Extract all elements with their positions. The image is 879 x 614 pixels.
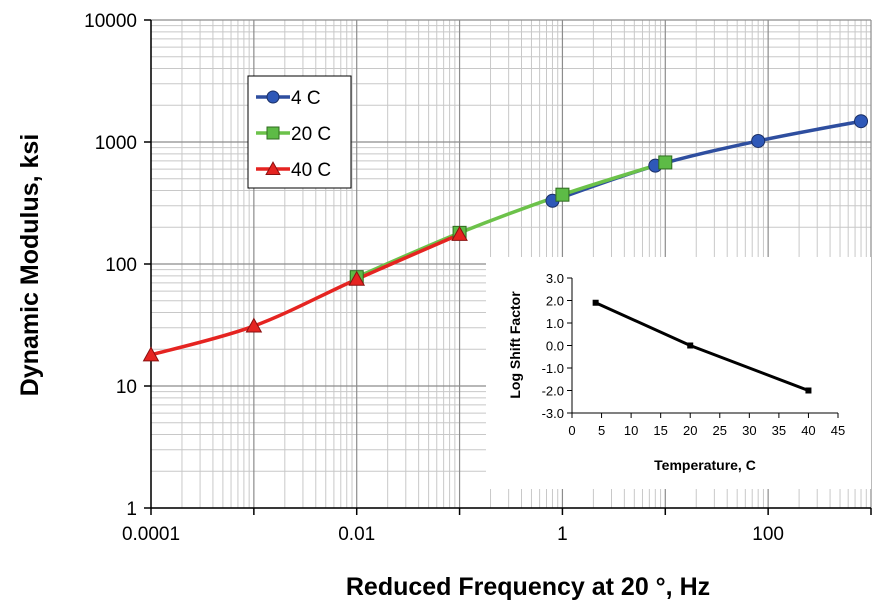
inset-x-tick-label: 30 [742,423,756,438]
inset-data-point [805,387,812,394]
inset-y-axis-title: Log Shift Factor [507,291,523,399]
inset-x-tick-label: 25 [713,423,727,438]
series-line-40-c [150,232,461,357]
inset-x-tick-label: 35 [772,423,786,438]
inset-y-tick-label: -2.0 [542,384,564,399]
inset-x-tick-label: 20 [683,423,697,438]
legend-label-20-c: 20 C [291,124,331,145]
legend-marker-40-c [265,161,281,176]
main-plot-frame [144,19,872,515]
data-point-20-c [555,187,570,202]
inset-x-tick-label: 10 [624,423,638,438]
inset-y-tick-label: -3.0 [542,406,564,421]
y-axis-title: Dynamic Modulus, ksi [16,134,44,397]
inset-y-tick-label: -1.0 [542,361,564,376]
y-tick-label: 10 [116,377,137,398]
data-point-20-c [658,155,673,170]
inset-x-tick-label: 45 [831,423,845,438]
inset-data-point [592,299,599,306]
y-tick-label: 10000 [84,11,137,32]
inset-chart: 3.0 2.0 1.0 0.0 -1.0 -2.0 -3.0 0 5 10 15 20 25 30 35 40… [486,257,871,489]
legend-marker-4-c [266,90,280,104]
legend-label-4-c: 4 C [291,88,321,109]
main-y-tick-labels: 1 10 100 1000 10000 [84,11,137,520]
data-point-40-c [245,317,263,333]
inset-background [486,257,871,489]
legend: 4 C 20 C 40 C [247,75,352,189]
inset-x-tick-label: 5 [598,423,605,438]
main-series [142,114,869,362]
inset-data-point [687,342,694,349]
inset-x-tick-label: 40 [801,423,815,438]
data-point-40-c [348,270,366,286]
inset-y-tick-label: 3.0 [546,271,564,286]
x-tick-label: 100 [752,524,784,545]
y-tick-label: 1 [126,499,137,520]
data-point-4-c [854,114,869,129]
inset-x-tick-label: 15 [653,423,667,438]
data-point-4-c [751,133,766,148]
x-tick-label: 0.01 [338,524,375,545]
x-tick-label: 1 [557,524,568,545]
inset-y-tick-label: 0.0 [546,339,564,354]
y-tick-label: 1000 [95,133,137,154]
x-axis-title: Reduced Frequency at 20 °, Hz [346,573,710,601]
legend-label-40-c: 40 C [291,160,331,181]
y-tick-label: 100 [105,255,137,276]
legend-marker-20-c [266,126,280,140]
main-x-tick-labels: 0.0001 0.01 1 100 [122,524,784,545]
data-point-40-c [142,346,160,362]
inset-x-axis-title: Temperature, C [654,457,756,473]
inset-y-tick-label: 1.0 [546,316,564,331]
x-tick-label: 0.0001 [122,524,180,545]
inset-x-tick-label: 0 [568,423,575,438]
data-point-40-c [451,225,468,241]
inset-y-tick-label: 2.0 [546,294,564,309]
series-line-20-c [356,160,666,279]
